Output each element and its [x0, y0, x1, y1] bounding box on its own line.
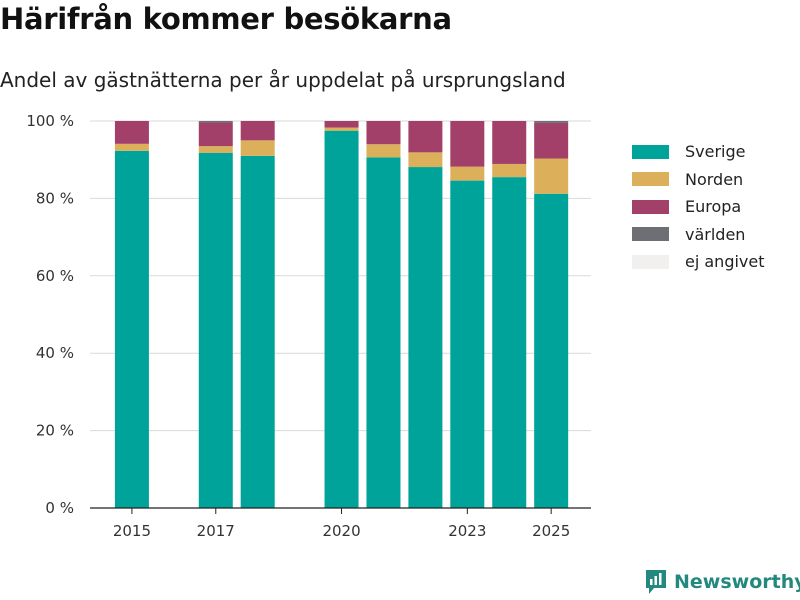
bar-segment-europa	[534, 122, 569, 159]
bar-segment-europa	[198, 122, 233, 147]
legend-label: världen	[685, 224, 746, 244]
chart-title: Härifrån kommer besökarna	[0, 2, 452, 36]
bar-segment-sverige	[324, 130, 359, 509]
newsworthy-logo-icon	[646, 570, 666, 594]
bar-segment-norden	[198, 146, 233, 153]
bar-segment-europa	[450, 121, 485, 167]
bar-segment-sverige	[198, 152, 233, 508]
bar-segment-norden	[408, 152, 443, 168]
bar-segment-norden	[366, 144, 401, 158]
y-tick-label: 80 %	[36, 189, 74, 207]
x-tick-label: 2023	[448, 522, 486, 540]
bar-segment-sverige	[240, 155, 275, 508]
x-tick-label: 2017	[197, 522, 235, 540]
legend-label: Sverige	[685, 142, 746, 162]
legend-item: Europa	[632, 193, 765, 221]
bar-segment-europa	[492, 121, 527, 164]
x-tick-label: 2020	[322, 522, 360, 540]
bar-segment-sverige	[408, 167, 443, 509]
bar-segment-sverige	[450, 180, 485, 508]
brand: Newsworthy	[644, 568, 800, 596]
bar-segment-sverige	[492, 177, 527, 509]
y-tick-label: 0 %	[45, 499, 74, 517]
bar-segment-sverige	[366, 157, 401, 509]
bar-segment-europa	[114, 121, 149, 144]
legend-label: ej angivet	[685, 252, 765, 272]
legend-label: Norden	[685, 169, 744, 189]
x-tick-label: 2015	[113, 522, 151, 540]
legend-swatch	[632, 199, 669, 214]
bar-segment-världen	[198, 121, 233, 123]
bar-segment-europa	[408, 121, 443, 153]
y-tick-label: 100 %	[26, 112, 74, 130]
legend-swatch	[632, 227, 669, 242]
bar-segment-norden	[450, 166, 485, 181]
bar-segment-norden	[240, 140, 275, 156]
bar-segment-europa	[240, 121, 275, 141]
y-tick-label: 60 %	[36, 267, 74, 285]
legend-swatch	[632, 254, 669, 269]
bar-segment-norden	[324, 127, 359, 131]
brand-name: Newsworthy	[674, 571, 800, 593]
y-tick-label: 20 %	[36, 422, 74, 440]
legend-item: världen	[632, 221, 765, 249]
bar-segment-norden	[492, 163, 527, 178]
legend-item: ej angivet	[632, 248, 765, 276]
legend-label: Europa	[685, 197, 742, 217]
legend-swatch	[632, 172, 669, 187]
legend-item: Norden	[632, 166, 765, 194]
bar-segment-europa	[366, 121, 401, 145]
bar-segment-norden	[534, 158, 569, 194]
legend-swatch	[632, 144, 669, 159]
legend-item: Sverige	[632, 138, 765, 166]
bar-segment-europa	[324, 121, 359, 128]
bar-segment-världen	[534, 121, 569, 123]
chart-legend: Sverige Norden Europa världen ej angivet	[632, 138, 765, 276]
x-tick-label: 2025	[532, 522, 570, 540]
y-tick-label: 40 %	[36, 344, 74, 362]
bar-segment-sverige	[114, 150, 149, 508]
bar-segment-norden	[114, 143, 149, 151]
bar-segment-sverige	[534, 193, 569, 509]
chart-subtitle: Andel av gästnätterna per år uppdelat på…	[0, 68, 566, 92]
